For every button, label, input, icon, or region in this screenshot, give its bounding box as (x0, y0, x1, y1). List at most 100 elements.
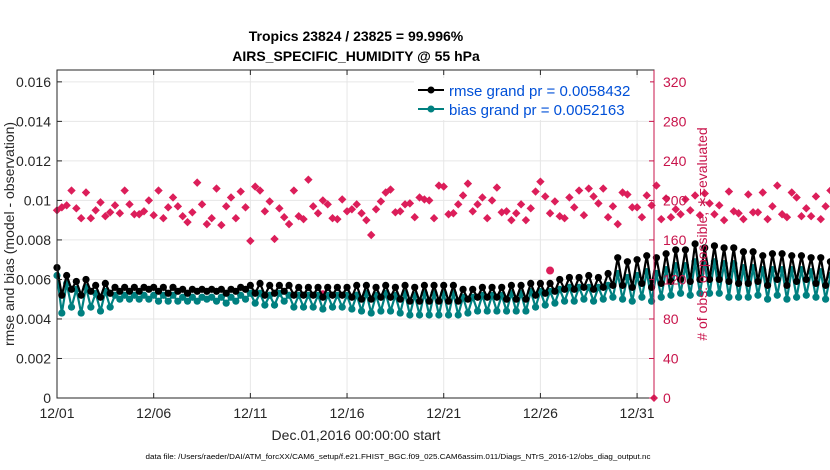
obs-evaluated-point (265, 197, 274, 206)
rmse-series-point (256, 279, 264, 287)
rmse-series-point (749, 248, 757, 256)
obs-evaluated-point (797, 212, 806, 221)
rmse-series-point (817, 254, 825, 262)
rmse-series-point (261, 291, 269, 299)
rmse-series-point (493, 293, 501, 301)
rmse-series-point (541, 289, 549, 297)
bias-series-point (657, 293, 665, 301)
bias-series-point (628, 297, 636, 305)
obs-evaluated-point (463, 179, 473, 188)
x-axis-label: Dec.01,2016 00:00:00 start (272, 427, 441, 443)
rmse-series-point (333, 283, 341, 291)
obs-evaluated-point (768, 202, 777, 211)
bias-series-point (435, 311, 443, 319)
bias-series-point (425, 311, 433, 319)
obs-evaluated-point (221, 202, 231, 211)
rmse-series-point (469, 285, 477, 293)
rmse-series-point (382, 281, 390, 289)
rmse-series-point (377, 293, 385, 301)
obs-evaluated-point (628, 203, 637, 212)
rmse-series-point (565, 273, 574, 282)
bias-series-point (280, 297, 288, 305)
rmse-series-point (130, 283, 138, 291)
rmse-series-point (164, 289, 172, 297)
bias-series-point (251, 299, 259, 307)
rmse-series-point (536, 279, 545, 287)
rmse-series-point (715, 275, 723, 284)
bias-series-point (135, 295, 143, 303)
bias-series-point (125, 295, 134, 303)
obs-evaluated-point (434, 181, 444, 190)
rmse-series-point (222, 289, 230, 297)
obs-evaluated-point (821, 202, 830, 211)
rmse-series-point (435, 297, 443, 305)
rmse-series-point (531, 291, 540, 299)
obs-evaluated-point (168, 193, 178, 202)
bias-series-point (145, 295, 153, 303)
obs-evaluated-point (608, 202, 618, 211)
bias-series-point (377, 307, 385, 315)
bias-series-point (227, 293, 235, 301)
rmse-series-point (58, 291, 66, 299)
obs-evaluated-point (429, 213, 439, 223)
obs-evaluated-point (371, 205, 381, 214)
rmse-series-point (106, 289, 114, 297)
rmse-series-point (691, 240, 699, 248)
rmse-series-point (420, 281, 428, 289)
obs-evaluated-point (72, 204, 81, 213)
rmse-series-point (638, 279, 646, 287)
obs-evaluated-point (700, 189, 709, 198)
obs-evaluated-point (338, 195, 347, 204)
rmse-series-point (285, 281, 293, 289)
legend-bias-label: bias grand pr = 0.0052163 (449, 102, 625, 119)
legend-bias-marker (427, 105, 435, 113)
rmse-series-point (783, 281, 791, 289)
y-tick-label-left: 0.012 (16, 153, 51, 169)
y-tick-label-left: 0.004 (16, 311, 51, 327)
rmse-series-point (92, 281, 100, 289)
y-axis-label-right: # of obs: o=possible; ∗=evaluated (694, 127, 710, 340)
obs-evaluated-point (671, 205, 680, 214)
rmse-series-point (338, 291, 346, 299)
bias-series-point (222, 299, 230, 307)
obs-evaluated-point (584, 184, 593, 193)
rmse-series-point (556, 275, 564, 284)
rmse-series-point (609, 281, 617, 289)
obs-evaluated-point (507, 215, 516, 225)
bias-series-point (212, 297, 221, 305)
rmse-series-point (696, 275, 704, 284)
rmse-series-point (217, 285, 225, 293)
rmse-series-point (657, 279, 665, 287)
rmse-series-point (812, 279, 820, 287)
rmse-series-point (473, 293, 482, 301)
bias-series-point (348, 305, 356, 313)
rmse-series-point (241, 285, 250, 293)
obs-evaluated-point (110, 201, 120, 210)
rmse-series-point (633, 256, 641, 264)
obs-evaluated-point (492, 183, 502, 192)
obs-evaluated-point (299, 214, 308, 224)
bias-series-point (130, 291, 138, 299)
obs-evaluated-point (763, 214, 772, 224)
obs-evaluated-point (773, 181, 782, 190)
obs-evaluated-point (454, 200, 463, 209)
bias-series-point (464, 309, 472, 317)
obs-evaluated-point (502, 207, 511, 216)
rmse-series-point (406, 297, 414, 305)
rmse-series-point (299, 291, 308, 299)
bias-series-point (734, 293, 743, 301)
series-layer (52, 175, 830, 402)
bias-series-point (812, 293, 820, 301)
rmse-series-point (319, 293, 327, 301)
bias-series-point (531, 303, 540, 311)
rmse-series-point (754, 277, 762, 286)
rmse-series-point (295, 283, 303, 291)
obs-evaluated-point (333, 214, 342, 224)
rmse-series-point (793, 277, 801, 286)
rmse-series-point (63, 271, 71, 280)
bias-series-point (793, 293, 801, 301)
obs-evaluated-point (86, 213, 96, 223)
rmse-series-point (488, 283, 496, 291)
bias-series-point (241, 295, 250, 303)
rmse-series-point (96, 293, 105, 301)
